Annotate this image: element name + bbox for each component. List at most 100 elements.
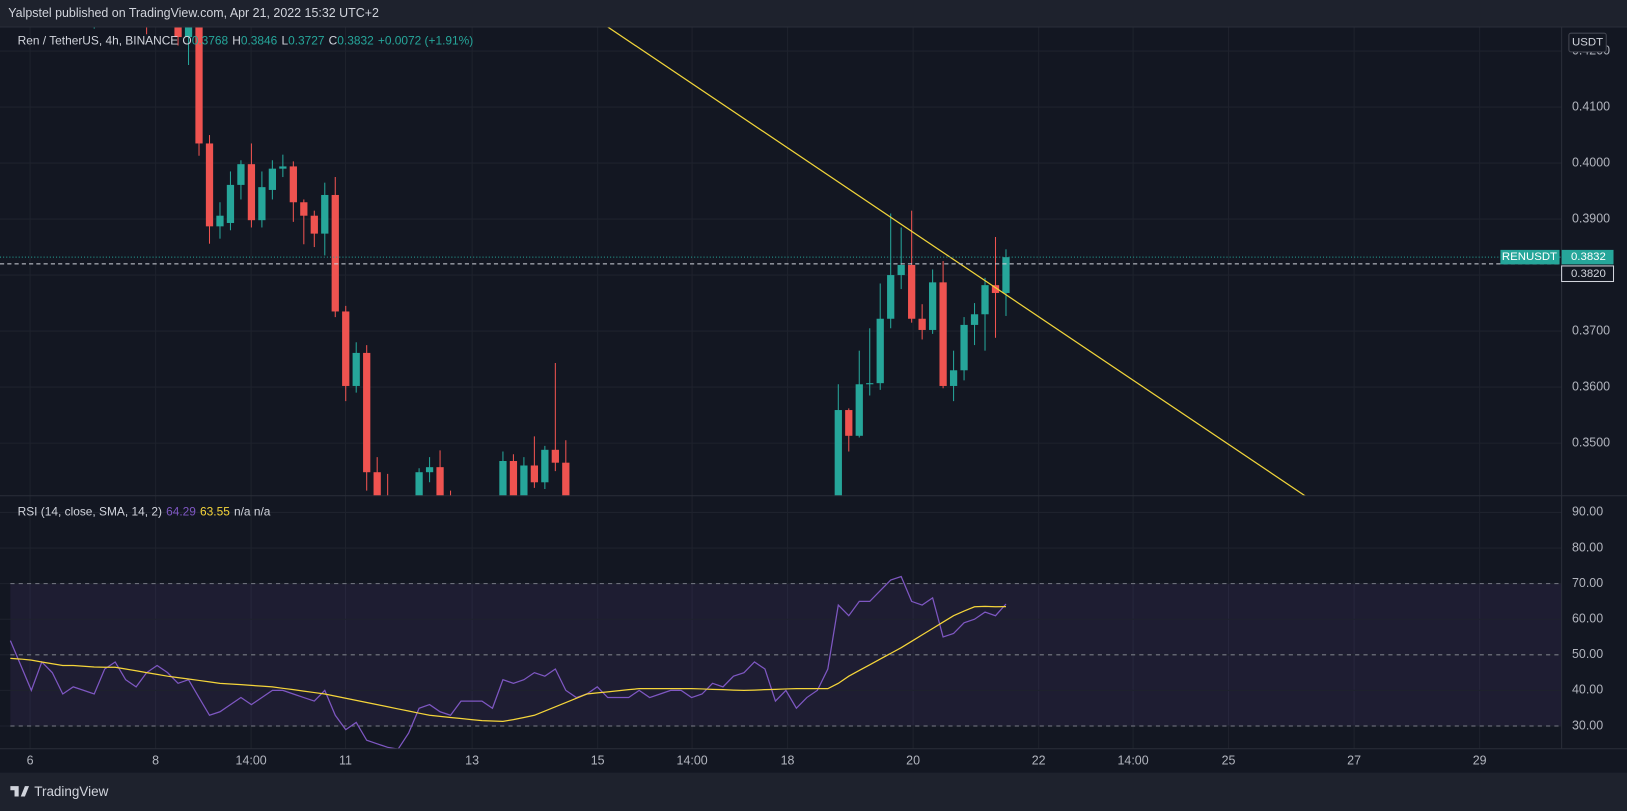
ticker-tag — [1500, 249, 1560, 265]
candle-body — [939, 282, 947, 386]
candle-body — [289, 166, 297, 203]
logo-icon — [10, 786, 30, 797]
x-tick-label: 29 — [1473, 754, 1487, 768]
symbol: Ren / TetherUS, 4h, BINANCE — [18, 34, 179, 48]
rsi-pane — [9, 575, 1007, 749]
x-tick-label: 27 — [1347, 754, 1361, 768]
ohlc-value: 0.3727 — [288, 34, 325, 48]
rsi-value: 64.29 — [166, 504, 196, 518]
rsi-title: RSI (14, close, SMA, 14, 2) — [18, 504, 162, 518]
ohlc-label: O — [182, 34, 191, 48]
y-tick-label: 0.3600 — [1572, 379, 1610, 393]
rsi-value: 63.55 — [200, 504, 230, 518]
candle-body — [991, 285, 1000, 293]
candle-body — [897, 264, 905, 276]
candle-body — [855, 384, 863, 436]
header-bar — [0, 0, 1627, 27]
candle-body — [520, 465, 528, 496]
price-line-label: 0.3820 — [1571, 268, 1606, 280]
candle-body — [551, 449, 559, 463]
trendline — [607, 26, 1307, 496]
rsi-tick-label: 50.00 — [1572, 647, 1603, 661]
rsi-tick-label: 40.00 — [1572, 683, 1603, 697]
candle-body — [949, 370, 958, 386]
y-tick-label: 0.4000 — [1572, 155, 1610, 169]
candle-body — [310, 215, 318, 234]
candle-body — [887, 275, 895, 319]
candle-body — [247, 164, 256, 221]
candle-body — [960, 324, 968, 371]
candle-body — [174, 26, 182, 38]
x-tick-label: 14:00 — [1118, 754, 1149, 768]
candle-body — [342, 311, 350, 386]
y-tick-label: 0.3900 — [1572, 211, 1610, 225]
rsi-na: n/a n/a — [234, 504, 271, 518]
candle-body — [216, 215, 224, 227]
x-tick-label: 8 — [152, 754, 159, 768]
rsi-tick-label: 80.00 — [1572, 540, 1603, 554]
ohlc-value: 0.3768 — [192, 34, 229, 48]
currency-box — [1568, 32, 1607, 53]
ticker-label: RENUSDT — [1502, 251, 1557, 263]
candle-body — [237, 164, 245, 185]
ohlc-label: H — [232, 34, 241, 48]
candle-body — [509, 461, 518, 496]
candle-body — [918, 318, 926, 330]
candle-body — [300, 202, 308, 216]
header-title: Yalpstel published on TradingView.com, A… — [8, 6, 379, 20]
x-tick-label: 18 — [781, 754, 795, 768]
candle-body — [352, 352, 360, 386]
candle-body — [928, 282, 937, 330]
x-tick-label: 20 — [906, 754, 920, 768]
axes: 6 8 14:00 11 13 15 14:00 18 20 22 14:00 25 27 29 0.350… — [0, 26, 1627, 768]
candle-body — [226, 184, 235, 223]
candle-body — [866, 383, 874, 385]
candle-body — [530, 465, 539, 483]
rsi-tick-label: 60.00 — [1572, 612, 1603, 626]
candle-body — [373, 472, 381, 496]
candle-body — [436, 467, 444, 496]
currency-label: USDT — [1572, 37, 1603, 49]
candle-body — [908, 264, 916, 319]
x-tick-label: 14:00 — [236, 754, 267, 768]
candle-body — [195, 26, 203, 144]
change: +0.0072 (+1.91%) — [378, 34, 473, 48]
x-tick-label: 15 — [591, 754, 605, 768]
last-price-tag — [1561, 249, 1614, 265]
candle-body — [184, 26, 193, 38]
last-price-label: 0.3832 — [1571, 251, 1606, 263]
footer-logo: TradingView — [34, 784, 108, 799]
candle-body — [499, 461, 507, 496]
rsi-tick-label: 70.00 — [1572, 576, 1603, 590]
candle-body — [205, 143, 214, 227]
candle-body — [970, 314, 979, 325]
rsi-tick-label: 30.00 — [1572, 718, 1603, 732]
x-tick-label: 14:00 — [677, 754, 708, 768]
rsi-tick-label: 90.00 — [1572, 505, 1603, 519]
footer-bar — [0, 772, 1627, 811]
candle-body — [425, 467, 434, 473]
candle-body — [834, 410, 842, 496]
x-tick-label: 22 — [1032, 754, 1046, 768]
x-tick-label: 13 — [465, 754, 479, 768]
y-tick-label: 0.4100 — [1572, 99, 1610, 113]
candle-body — [331, 194, 339, 312]
candle-body — [845, 410, 853, 436]
y-tick-label: 0.3700 — [1572, 323, 1610, 337]
candle-body — [876, 318, 884, 384]
ohlc-label: L — [281, 34, 288, 48]
candle-body — [981, 285, 989, 315]
ohlc-label: C — [329, 34, 338, 48]
y-tick-label: 0.3500 — [1572, 435, 1610, 449]
x-tick-label: 25 — [1222, 754, 1236, 768]
candle-body — [258, 187, 266, 221]
candle-body — [321, 194, 329, 234]
ohlc-value: 0.3832 — [337, 34, 374, 48]
price-line-tag — [1561, 265, 1615, 283]
candle-body — [268, 168, 277, 190]
candle-body — [562, 462, 570, 496]
rsi-line — [9, 575, 1007, 749]
price-pane — [0, 26, 1562, 496]
